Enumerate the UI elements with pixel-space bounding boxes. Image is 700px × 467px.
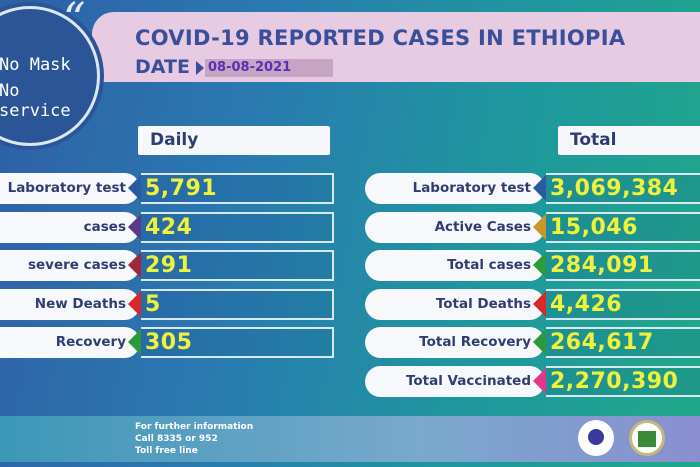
date-label: DATE <box>135 56 190 78</box>
row-value: 264,617 <box>546 327 700 359</box>
arrow-icon <box>533 290 546 317</box>
badge-line1: No Mask <box>0 55 71 75</box>
row-label: cases <box>0 211 140 243</box>
arrow-icon <box>533 213 546 240</box>
arrow-icon <box>533 368 546 394</box>
badge-line2: No service <box>0 81 71 121</box>
row-value: 305 <box>141 327 334 359</box>
institute-logo <box>629 420 665 456</box>
row-value: 3,069,384 <box>546 173 700 204</box>
arrow-icon <box>128 290 141 317</box>
row-label: Total Deaths <box>365 288 545 320</box>
arrow-icon <box>128 329 141 356</box>
row-label: Active Cases <box>365 211 545 243</box>
date-arrow-icon <box>196 61 204 75</box>
row-value: 291 <box>141 250 334 282</box>
daily-heading: Daily <box>138 126 330 155</box>
footer-tollfree: Toll free line <box>135 446 198 456</box>
row-value: 5,791 <box>141 173 334 204</box>
arrow-icon <box>533 175 546 201</box>
footer-phone: Call 8335 or 952 <box>135 434 218 444</box>
arrow-icon <box>533 252 546 279</box>
row-label: severe cases <box>0 250 140 282</box>
row-label: Total cases <box>365 250 545 282</box>
row-label: Total Vaccinated <box>365 366 545 397</box>
ministry-logo <box>578 420 614 456</box>
row-value: 4,426 <box>546 288 700 320</box>
report-date: 08-08-2021 <box>205 59 333 77</box>
row-value: 2,270,390 <box>546 366 700 397</box>
arrow-icon <box>533 329 546 356</box>
arrow-icon <box>128 252 141 279</box>
row-value: 15,046 <box>546 211 700 243</box>
row-value: 5 <box>141 288 334 320</box>
row-label: Laboratory test <box>0 173 140 204</box>
arrow-icon <box>128 213 141 240</box>
page-title: COVID-19 REPORTED CASES IN ETHIOPIA <box>135 26 626 50</box>
quote-icon: “ <box>63 0 86 45</box>
row-label: Total Recovery <box>365 327 545 359</box>
row-label: New Deaths <box>0 288 140 320</box>
total-heading: Total <box>558 126 700 155</box>
header-banner <box>92 12 700 82</box>
row-value: 284,091 <box>546 250 700 282</box>
row-label: Laboratory test <box>365 173 545 204</box>
row-label: Recovery <box>0 327 140 359</box>
footer-info: For further information <box>135 422 254 432</box>
row-value: 424 <box>141 211 334 243</box>
arrow-icon <box>128 175 141 201</box>
